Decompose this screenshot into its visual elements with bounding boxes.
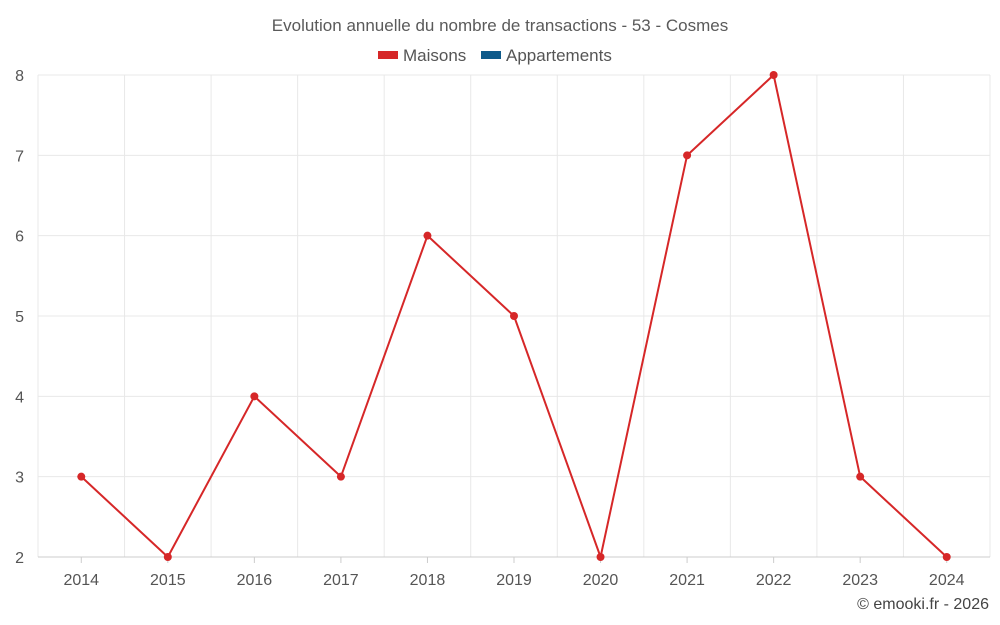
x-tick-label: 2014 [63, 572, 99, 589]
data-point[interactable] [423, 231, 432, 240]
x-tick-label: 2016 [237, 572, 273, 589]
x-tick-label: 2019 [496, 572, 532, 589]
x-tick-label: 2020 [583, 572, 619, 589]
y-tick-label: 6 [15, 229, 24, 246]
credit-text: © emooki.fr - 2026 [857, 596, 989, 613]
x-tick-label: 2022 [756, 572, 792, 589]
legend-item-appartements[interactable]: Appartements [481, 46, 612, 65]
data-point[interactable] [77, 472, 86, 481]
data-point[interactable] [163, 553, 172, 561]
y-tick-label: 7 [15, 148, 24, 165]
legend-swatch-maisons [378, 51, 398, 59]
data-point[interactable] [769, 71, 778, 79]
x-tick-label: 2023 [842, 572, 878, 589]
legend-label-maisons: Maisons [403, 46, 466, 65]
series-maisons [77, 71, 951, 561]
grid [37, 74, 991, 557]
legend: Maisons Appartements [378, 46, 612, 65]
y-tick-label: 2 [15, 550, 24, 567]
y-tick-label: 5 [15, 309, 24, 326]
x-tick-label: 2017 [323, 572, 359, 589]
legend-label-appartements: Appartements [506, 46, 612, 65]
y-tick-label: 3 [15, 470, 24, 487]
x-tick-label: 2024 [929, 572, 965, 589]
y-tick-label: 4 [15, 389, 24, 406]
y-tick-label: 8 [15, 68, 24, 85]
x-tick-label: 2021 [669, 572, 705, 589]
chart-title: Evolution annuelle du nombre de transact… [272, 16, 728, 35]
data-point[interactable] [856, 472, 865, 481]
data-point[interactable] [250, 392, 259, 401]
legend-item-maisons[interactable]: Maisons [378, 46, 466, 65]
axes: 2 3 4 5 6 7 8 2014 2015 2016 2017 2018 2019 2020 2021 2… [15, 68, 990, 589]
x-tick-label: 2018 [410, 572, 446, 589]
legend-swatch-appartements [481, 51, 501, 59]
data-point[interactable] [510, 312, 518, 320]
data-point[interactable] [336, 472, 345, 481]
data-point[interactable] [683, 151, 692, 160]
data-point[interactable] [596, 553, 605, 561]
data-point[interactable] [942, 553, 951, 561]
x-tick-label: 2015 [150, 572, 186, 589]
